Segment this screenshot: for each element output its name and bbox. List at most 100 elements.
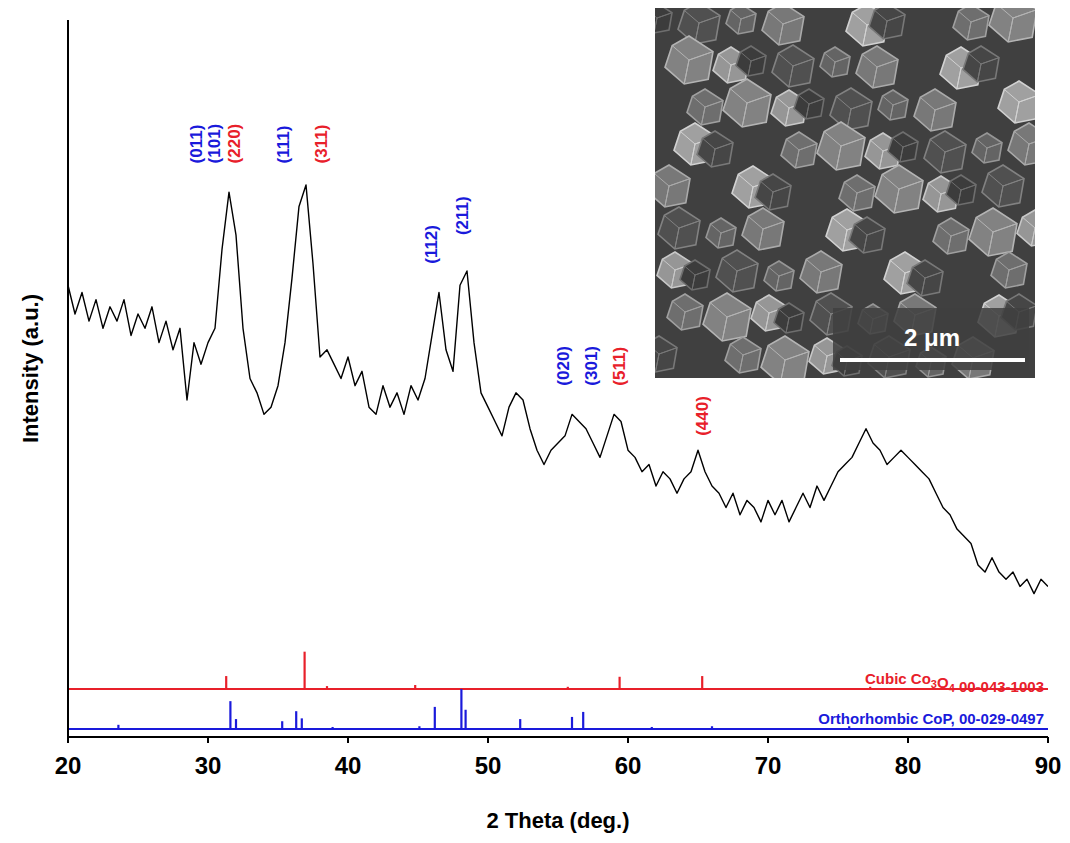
particle <box>723 79 771 127</box>
particle <box>972 133 1002 163</box>
scale-bar-label: 2 μm <box>904 324 960 351</box>
reference-stick <box>434 707 436 729</box>
particle-edge <box>799 95 825 119</box>
particle-edge <box>825 53 851 77</box>
reference-stick <box>869 687 871 689</box>
reference-stick <box>332 727 334 729</box>
particle <box>655 8 672 33</box>
x-tick <box>207 737 209 743</box>
particle <box>953 8 989 40</box>
particle-edge <box>938 225 969 254</box>
particle-edge <box>748 216 784 250</box>
particle <box>820 47 850 77</box>
plot-area <box>68 185 1048 729</box>
particle-edge <box>862 54 898 88</box>
particle-edge <box>1022 217 1035 246</box>
x-tick-label: 50 <box>475 752 502 779</box>
scale-bar-ground <box>833 308 1029 370</box>
particle-edge <box>968 53 999 82</box>
reference-stick <box>701 676 703 689</box>
x-axis-title: 2 Theta (deg.) <box>486 808 629 833</box>
x-tick-label: 30 <box>195 752 222 779</box>
particle-edge <box>874 10 905 39</box>
peak-label: (220) <box>225 124 244 164</box>
x-tick <box>627 737 629 743</box>
peak-label: (111) <box>274 126 293 164</box>
particle-edge <box>893 138 919 162</box>
x-tick <box>347 737 349 743</box>
particle-edge <box>722 258 758 292</box>
x-tick-label: 20 <box>55 752 82 779</box>
particle-edge <box>1014 131 1035 165</box>
reference-stick <box>571 717 573 729</box>
reference-baseline <box>68 728 1048 730</box>
particle <box>687 89 723 125</box>
reference-stick <box>582 712 584 729</box>
particle-edge <box>976 218 1017 256</box>
particle-edge <box>672 46 713 84</box>
reference-stick <box>418 726 420 729</box>
particle <box>655 165 690 207</box>
reference-label: Cubic Co3O4 00-043-1003 <box>865 670 1044 695</box>
particle-edge <box>854 224 885 253</box>
reference-stick <box>711 726 713 729</box>
particle <box>998 81 1035 123</box>
reference-stick <box>465 710 467 729</box>
particle <box>755 174 791 210</box>
reference-stick <box>295 711 297 729</box>
particle-edge <box>930 139 966 173</box>
particle <box>933 218 969 254</box>
reference-stick <box>281 721 283 729</box>
particle-edge <box>655 173 690 207</box>
reference-stick <box>229 701 231 729</box>
particle <box>703 293 751 341</box>
particle <box>914 89 956 131</box>
particle-edge <box>692 96 723 125</box>
particle <box>963 46 999 82</box>
particle <box>774 303 804 333</box>
particle-edge <box>778 53 814 87</box>
x-tick <box>67 737 69 743</box>
particle-edge <box>920 97 956 131</box>
particle <box>869 8 905 39</box>
peak-label: (511) <box>610 347 629 386</box>
x-tick-label: 40 <box>335 752 362 779</box>
particle <box>839 175 875 211</box>
x-tick-label: 60 <box>615 752 642 779</box>
x-axis <box>68 736 1048 738</box>
particle <box>772 45 814 87</box>
reference-baseline <box>68 688 1048 690</box>
x-tick <box>1047 737 1049 743</box>
particle <box>946 175 976 205</box>
particle <box>878 90 908 120</box>
particle-edge <box>883 96 909 120</box>
particle <box>849 217 885 253</box>
reference-stick <box>301 718 303 729</box>
particle-edge <box>730 344 761 373</box>
chart: Cubic Co3O4 00-043-1003Orthorhombic CoP,… <box>0 0 1070 843</box>
y-axis-title: Intensity (a.u.) <box>18 294 43 443</box>
particle <box>680 260 710 290</box>
inset-background <box>655 8 1035 378</box>
reference-stick <box>304 652 306 689</box>
particle-edge <box>988 173 1024 207</box>
particle <box>716 250 758 292</box>
particle <box>726 8 756 34</box>
particle-edge <box>912 267 943 296</box>
particle-edge <box>711 224 737 248</box>
reference-stick <box>414 685 416 689</box>
peak-label: (301) <box>582 346 601 386</box>
x-tick <box>907 737 909 743</box>
particle-edge <box>655 9 672 33</box>
x-tick-label: 80 <box>895 752 922 779</box>
particle-edge <box>958 11 989 40</box>
particle <box>742 208 784 250</box>
particle <box>830 88 872 130</box>
particle <box>800 251 842 293</box>
particle-edge <box>779 309 805 333</box>
particle-edge <box>996 8 1035 42</box>
x-tick <box>487 737 489 743</box>
peak-label: (011) <box>187 125 206 164</box>
particle-edge <box>741 52 767 76</box>
particle <box>794 89 824 119</box>
